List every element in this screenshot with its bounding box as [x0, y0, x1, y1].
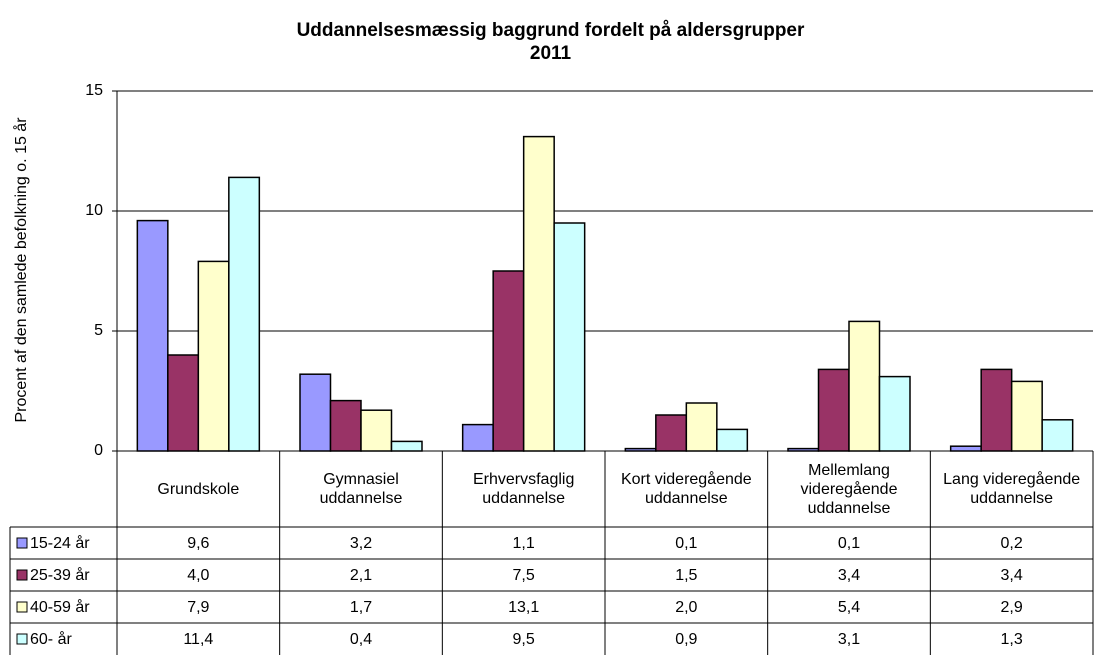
- table-value: 9,6: [187, 534, 210, 552]
- x-tick-label: Erhvervsfaglig uddannelse: [472, 471, 575, 507]
- bar: [360, 409, 393, 452]
- bar: [522, 135, 555, 452]
- table-value: 1,5: [675, 566, 698, 584]
- y-tick-label: 15: [85, 82, 103, 99]
- legend-label: 15-24 år: [30, 534, 90, 552]
- bar: [228, 176, 261, 452]
- bar: [492, 270, 525, 452]
- bar: [716, 428, 749, 452]
- bar: [685, 402, 718, 452]
- table-value: 1,3: [1000, 630, 1023, 648]
- table-value: 5,4: [837, 598, 861, 616]
- legend-label: 25-39 år: [30, 566, 90, 584]
- table-value: 7,9: [187, 598, 210, 616]
- bar: [136, 219, 169, 452]
- table-value: 4,0: [187, 566, 210, 584]
- y-tick-label: 5: [94, 322, 103, 339]
- bar: [655, 414, 688, 452]
- bar: [878, 375, 911, 452]
- bar: [1010, 380, 1043, 452]
- bar: [553, 222, 586, 452]
- y-tick-label: 10: [85, 202, 103, 219]
- table-value: 2,9: [1000, 598, 1023, 616]
- bar: [817, 368, 850, 452]
- chart-title: Uddannelsesmæssig baggrund fordelt på al…: [296, 20, 805, 41]
- table-value: 1,7: [349, 598, 373, 616]
- bar: [980, 368, 1013, 452]
- x-tick-label: Kort videregående uddannelse: [620, 471, 752, 507]
- bar: [848, 320, 881, 452]
- legend-swatch: [16, 633, 28, 645]
- table-value: 0,4: [349, 630, 373, 648]
- legend-label: 40-59 år: [30, 598, 90, 616]
- table-value: 11,4: [183, 630, 214, 648]
- x-tick-label: Gymnasiel uddannelse: [319, 471, 403, 507]
- table-value: 1,1: [512, 534, 535, 552]
- chart-subtitle: 2011: [529, 43, 572, 64]
- x-tick-label: Lang videregående uddannelse: [943, 471, 1081, 507]
- x-tick-label: Mellemlang videregående uddannelse: [800, 461, 898, 517]
- bar: [949, 445, 982, 452]
- legend-swatch: [16, 569, 28, 581]
- table-value: 7,5: [512, 566, 535, 584]
- table-value: 0,2: [1000, 534, 1023, 552]
- x-tick-label: Grundskole: [157, 480, 240, 498]
- y-axis-label: Procent af den samlede befolkning o. 15 …: [12, 117, 30, 423]
- table-value: 3,2: [349, 534, 373, 552]
- table-value: 13,1: [508, 598, 540, 616]
- table-value: 3,4: [1000, 566, 1023, 584]
- table-value: 0,1: [837, 534, 861, 552]
- table-value: 2,0: [675, 598, 698, 616]
- bar: [329, 399, 362, 452]
- table-value: 0,9: [675, 630, 698, 648]
- table-value: 9,5: [512, 630, 535, 648]
- table-value: 3,1: [837, 630, 861, 648]
- bar: [1041, 419, 1074, 452]
- legend-swatch: [16, 537, 28, 549]
- bar: [167, 354, 200, 452]
- table-value: 0,1: [675, 534, 698, 552]
- table-value: 2,1: [349, 566, 373, 584]
- legend-swatch: [16, 601, 28, 613]
- bar: [299, 373, 332, 452]
- legend-label: 60- år: [30, 630, 72, 648]
- bar: [461, 423, 494, 452]
- bar: [390, 440, 423, 452]
- table-value: 3,4: [837, 566, 861, 584]
- y-tick-label: 0: [94, 442, 103, 459]
- bar: [197, 260, 230, 452]
